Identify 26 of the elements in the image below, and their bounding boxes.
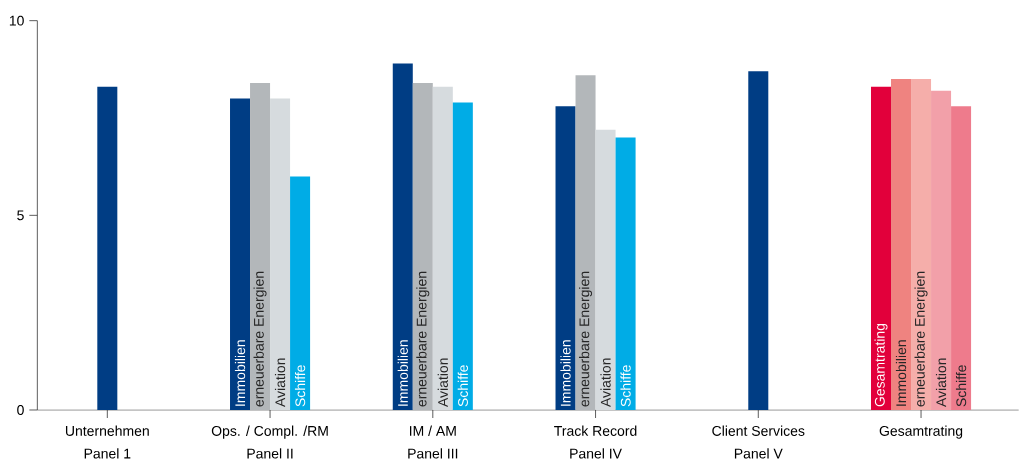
x-tick-label: Ops. / Compl. /RM Panel II: [211, 425, 328, 459]
text: Aviation: [437, 358, 448, 408]
series-label: Aviation: [274, 358, 286, 408]
text: Schiffe: [620, 365, 631, 407]
x-tick-label: Client Services Panel V: [712, 425, 805, 459]
text: Schiffe: [955, 365, 967, 407]
y-tick-label: 0: [17, 405, 24, 415]
x-tick-label: Track Record Panel IV: [554, 425, 637, 459]
text: erneuerbare Energien: [253, 271, 267, 407]
series-label: Gesamtrating: [874, 323, 888, 407]
series-label: Immobilien: [234, 340, 246, 406]
text: Immobilien: [895, 340, 907, 406]
text: Aviation: [600, 358, 611, 408]
x-tick-label: Gesamtrating: [879, 425, 963, 439]
text: Immobilien: [397, 340, 408, 406]
text: Aviation: [935, 358, 947, 408]
x-tick-label: Unternehmen Panel 1: [65, 425, 149, 459]
text: erneuerbare Energien: [416, 271, 430, 407]
series-label: erneuerbare Energien: [579, 271, 593, 407]
x-tick-label: IM / AM Panel III: [408, 425, 458, 459]
text: Schiffe: [457, 365, 468, 407]
series-label: Schiffe: [294, 365, 306, 407]
y-tick-label: 10: [9, 15, 24, 26]
text: Immobilien: [560, 340, 571, 406]
y-tick-label: 5: [17, 210, 24, 221]
text: erneuerbare Energien: [914, 271, 928, 407]
